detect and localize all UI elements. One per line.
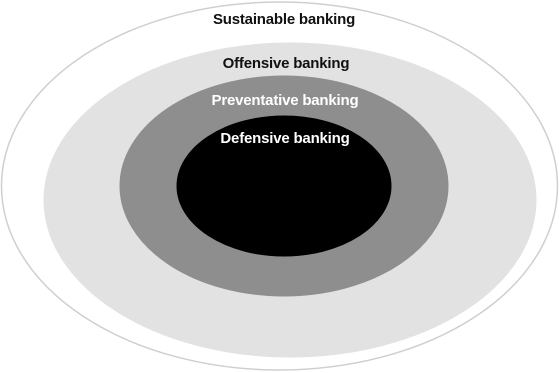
defensive-banking-ellipse: [176, 115, 392, 257]
defensive-banking-label: Defensive banking: [220, 130, 349, 147]
preventative-banking-label: Preventative banking: [212, 92, 359, 109]
offensive-banking-label: Offensive banking: [223, 55, 350, 72]
sustainable-banking-label: Sustainable banking: [213, 11, 355, 28]
